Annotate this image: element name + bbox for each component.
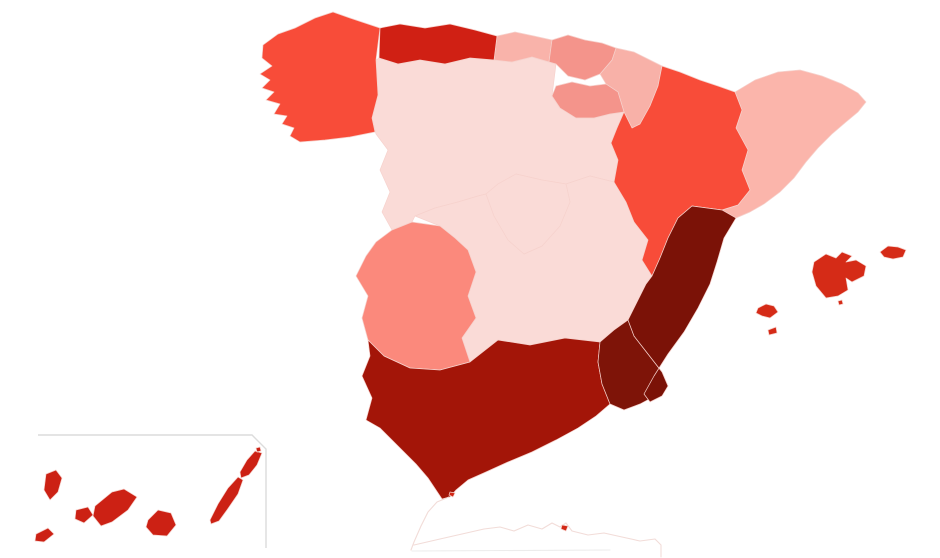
region-andalucia[interactable] <box>361 337 611 500</box>
region-la-rioja[interactable] <box>551 81 625 119</box>
morocco-coastline-outline <box>410 496 662 558</box>
region-ceuta[interactable] <box>448 491 456 498</box>
region-islas-baleares[interactable] <box>755 245 907 336</box>
region-madrid[interactable] <box>485 173 571 255</box>
morocco-baseline-outline <box>411 549 611 552</box>
region-canarias[interactable] <box>34 446 263 543</box>
canary-inset-frame <box>38 434 267 548</box>
region-melilla[interactable] <box>560 524 569 532</box>
region-comunidad-valenciana[interactable] <box>627 205 737 403</box>
region-pais-vasco[interactable] <box>548 34 617 81</box>
region-asturias[interactable] <box>378 23 498 65</box>
region-cantabria[interactable] <box>493 31 553 63</box>
region-galicia[interactable] <box>259 11 381 143</box>
